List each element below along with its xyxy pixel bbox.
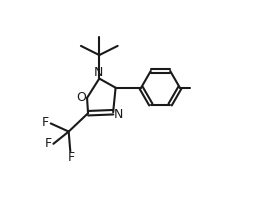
Text: O: O <box>76 91 86 104</box>
Text: N: N <box>94 66 104 79</box>
Text: N: N <box>114 108 123 121</box>
Text: F: F <box>42 116 49 129</box>
Text: F: F <box>68 151 75 164</box>
Text: F: F <box>45 137 52 150</box>
